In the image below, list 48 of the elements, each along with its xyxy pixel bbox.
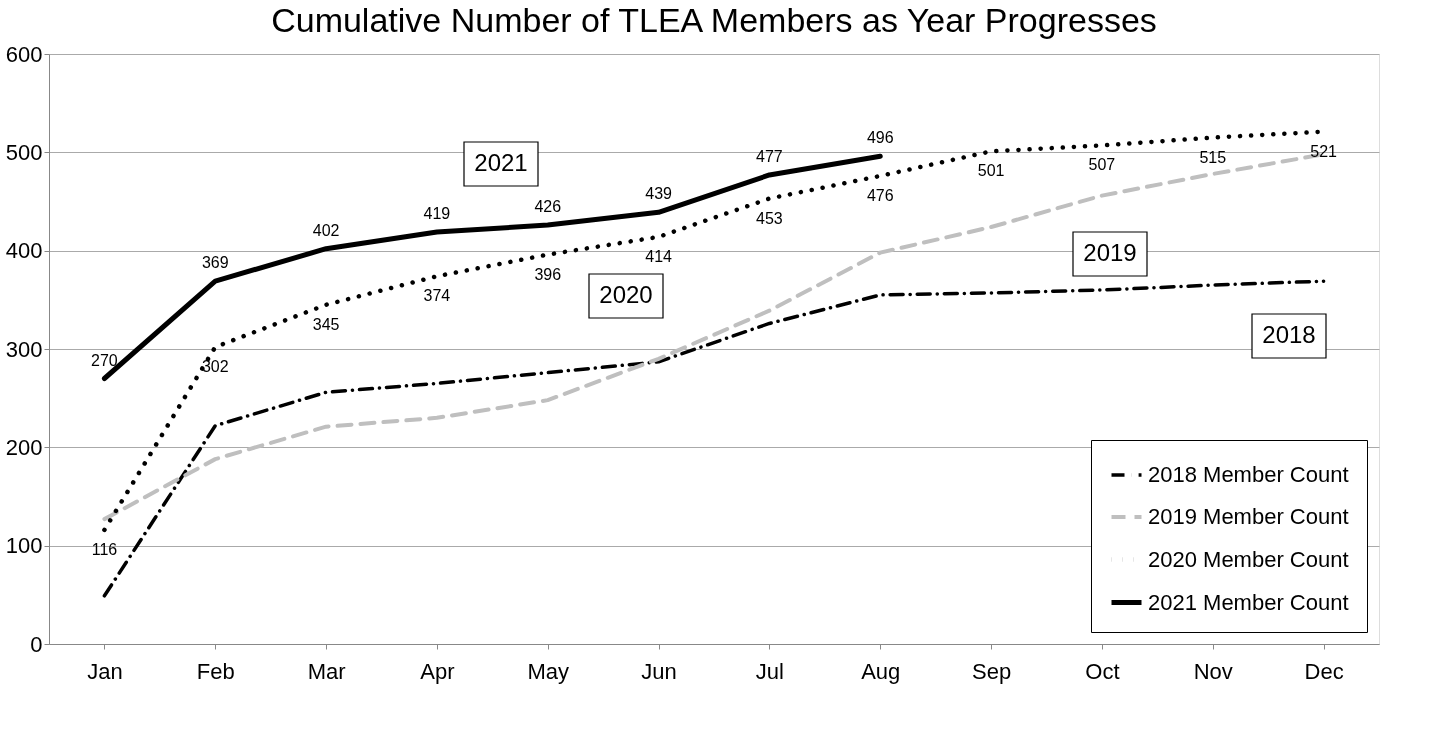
y-tick-label: 500 (5, 139, 43, 165)
data-label: 439 (645, 185, 673, 203)
x-tick-label: Apr (420, 658, 455, 684)
data-label: 501 (977, 162, 1005, 180)
x-tick-label: Dec (1304, 658, 1344, 684)
chart-title: Cumulative Number of TLEA Members as Year Progresses (271, 1, 1157, 39)
x-tick-label: Jan (87, 658, 123, 684)
data-label: 402 (312, 221, 340, 239)
x-tick-label: Sep (972, 658, 1012, 684)
legend-label: 2020 Member Count (1148, 546, 1349, 572)
x-tick-label: Feb (196, 658, 235, 684)
y-tick-label: 300 (5, 336, 43, 362)
data-label: 453 (756, 209, 783, 227)
data-label: 345 (312, 315, 340, 333)
y-tick-label: 600 (5, 41, 43, 67)
data-label: 476 (866, 186, 894, 204)
y-tick-label: 200 (5, 434, 43, 460)
y-tick-label: 400 (5, 238, 43, 264)
data-label: 270 (91, 351, 118, 369)
legend-label: 2018 Member Count (1148, 462, 1349, 487)
data-label: 426 (534, 198, 562, 216)
legend-label: 2019 Member Count (1148, 504, 1349, 529)
data-label: 515 (1199, 148, 1227, 166)
data-label: 521 (1310, 142, 1338, 160)
annotation: 2021 (474, 149, 528, 176)
data-label: 419 (423, 204, 451, 222)
data-label: 302 (201, 358, 229, 376)
data-label: 116 (91, 540, 118, 558)
annotation: 2020 (599, 281, 653, 308)
legend-label: 2021 Member Count (1148, 589, 1349, 615)
x-tick-label: Nov (1193, 658, 1233, 684)
data-label: 477 (756, 147, 783, 165)
data-label: 396 (534, 265, 562, 283)
x-tick-label: Aug (861, 658, 901, 684)
x-tick-label: Oct (1085, 658, 1120, 684)
annotation: 2019 (1083, 239, 1137, 266)
data-label: 414 (645, 247, 673, 265)
x-tick-label: Jul (755, 658, 784, 684)
data-label: 369 (201, 254, 229, 272)
data-label: 507 (1088, 156, 1116, 174)
annotation: 2018 (1262, 321, 1316, 348)
x-tick-label: May (527, 658, 570, 684)
x-tick-label: Mar (307, 658, 346, 684)
x-tick-label: Jun (641, 658, 677, 684)
y-tick-label: 0 (30, 631, 43, 657)
data-label: 374 (423, 287, 451, 305)
y-tick-label: 100 (5, 533, 43, 559)
data-label: 496 (866, 129, 894, 147)
